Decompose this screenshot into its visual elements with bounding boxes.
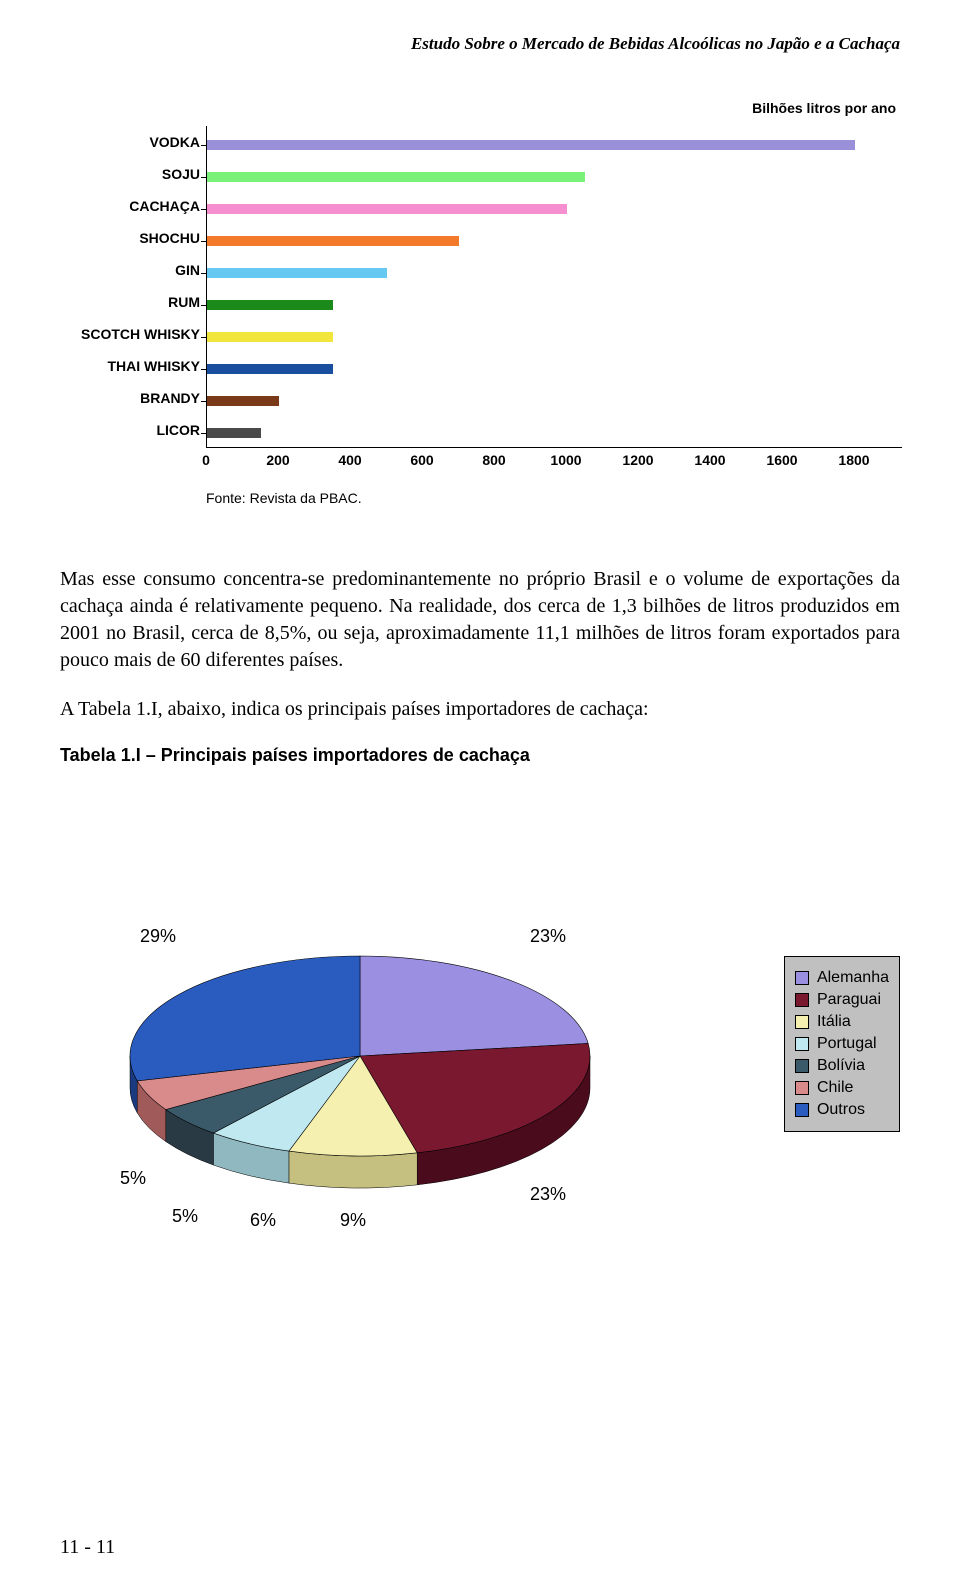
pie-legend: Alemanha Paraguai Itália Portugal Bolívia Chi… — [784, 956, 900, 1132]
bar-label: GIN — [58, 254, 200, 286]
bar-chart-x-axis: 020040060080010001200140016001800 — [206, 448, 902, 472]
pie-slice — [360, 956, 588, 1056]
legend-label: Paraguai — [817, 991, 881, 1009]
legend-swatch — [795, 1059, 809, 1073]
bar-label: VODKA — [58, 126, 200, 158]
bar-chart-title: Bilhões litros por ano — [58, 100, 902, 116]
x-tick: 200 — [266, 452, 289, 468]
bar — [207, 364, 333, 374]
bar-chart-y-labels: VODKASOJUCACHAÇASHOCHUGINRUMSCOTCH WHISK… — [58, 126, 206, 448]
paragraph-1: Mas esse consumo concentra-se predominan… — [60, 566, 900, 674]
legend-item: Itália — [795, 1013, 889, 1031]
pie-pct-label: 23% — [530, 926, 566, 947]
legend-swatch — [795, 971, 809, 985]
pie-pct-label: 9% — [340, 1210, 366, 1231]
pie-pct-label: 6% — [250, 1210, 276, 1231]
legend-label: Bolívia — [817, 1057, 865, 1075]
bar-chart-source: Fonte: Revista da PBAC. — [206, 490, 902, 506]
bar-label: SHOCHU — [58, 222, 200, 254]
bar — [207, 268, 387, 278]
legend-swatch — [795, 1037, 809, 1051]
legend-item: Chile — [795, 1079, 889, 1097]
x-tick: 800 — [482, 452, 505, 468]
page-header: Estudo Sobre o Mercado de Bebidas Alcoól… — [0, 0, 960, 54]
x-tick: 1000 — [550, 452, 581, 468]
bar — [207, 396, 279, 406]
bar — [207, 204, 567, 214]
bar — [207, 236, 459, 246]
x-tick: 400 — [338, 452, 361, 468]
legend-item: Outros — [795, 1101, 889, 1119]
bar-label: THAI WHISKY — [58, 350, 200, 382]
pie-pct-label: 23% — [530, 1184, 566, 1205]
bar-chart-plot — [206, 126, 902, 448]
legend-item: Paraguai — [795, 991, 889, 1009]
legend-swatch — [795, 1103, 809, 1117]
paragraph-2: A Tabela 1.I, abaixo, indica os principa… — [60, 696, 900, 723]
bar — [207, 428, 261, 438]
pie-pct-label: 5% — [172, 1206, 198, 1227]
legend-item: Bolívia — [795, 1057, 889, 1075]
legend-label: Outros — [817, 1101, 865, 1119]
x-tick: 1800 — [838, 452, 869, 468]
pie-pct-label: 5% — [120, 1168, 146, 1189]
table-title: Tabela 1.I – Principais países importado… — [60, 745, 900, 766]
legend-label: Itália — [817, 1013, 851, 1031]
legend-item: Alemanha — [795, 969, 889, 987]
bar — [207, 140, 855, 150]
legend-swatch — [795, 1015, 809, 1029]
page-footer: 11 - 11 — [60, 1536, 115, 1559]
legend-item: Portugal — [795, 1035, 889, 1053]
legend-label: Chile — [817, 1079, 853, 1097]
x-tick: 1600 — [766, 452, 797, 468]
legend-label: Alemanha — [817, 969, 889, 987]
x-tick: 1400 — [694, 452, 725, 468]
legend-swatch — [795, 993, 809, 1007]
bar-label: CACHAÇA — [58, 190, 200, 222]
bar-label: SOJU — [58, 158, 200, 190]
body-text: Mas esse consumo concentra-se predominan… — [60, 566, 900, 723]
pie-chart-svg — [100, 916, 620, 1216]
bar — [207, 332, 333, 342]
pie-chart: 23% 23% 9% 6% 5% 5% 29% Alemanha Paraguai Itália… — [60, 916, 900, 1256]
x-tick: 0 — [202, 452, 210, 468]
pie-pct-label: 29% — [140, 926, 176, 947]
legend-swatch — [795, 1081, 809, 1095]
bar — [207, 172, 585, 182]
bar-chart: Bilhões litros por ano VODKASOJUCACHAÇAS… — [58, 100, 902, 506]
bar-label: RUM — [58, 286, 200, 318]
x-tick: 600 — [410, 452, 433, 468]
bar-label: LICOR — [58, 414, 200, 446]
x-tick: 1200 — [622, 452, 653, 468]
bar — [207, 300, 333, 310]
bar-label: SCOTCH WHISKY — [58, 318, 200, 350]
bar-label: BRANDY — [58, 382, 200, 414]
legend-label: Portugal — [817, 1035, 877, 1053]
